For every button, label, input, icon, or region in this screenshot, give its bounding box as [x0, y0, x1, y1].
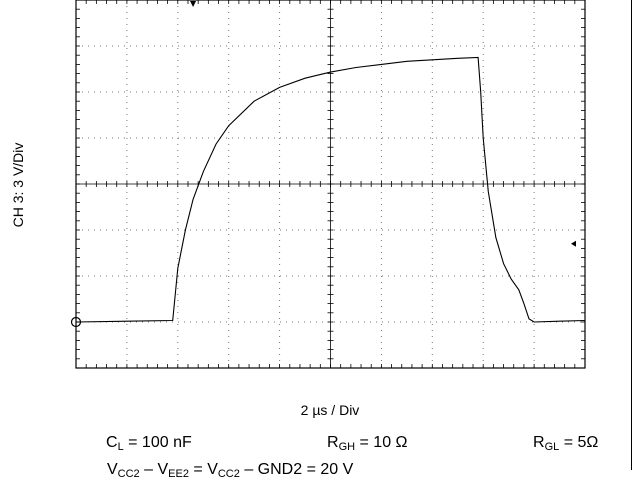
- supply-voltage-label: VCC2 – VEE2 = VCC2 – GND2 = 20 V: [107, 461, 354, 480]
- waveform-trace: [75, 56, 586, 323]
- oscilloscope-chart: [70, 0, 586, 369]
- gate-resistance-high-label: RGH = 10 Ω: [327, 434, 408, 453]
- plot-frame: [75, 0, 586, 369]
- trigger-position-marker: [190, 1, 197, 7]
- ground-level-marker: [70, 316, 82, 328]
- figure-right-border: [631, 0, 632, 470]
- x-axis-label: 2 µs / Div: [300, 402, 360, 418]
- load-capacitance-label: CL = 100 nF: [106, 434, 192, 453]
- grid: [76, 0, 585, 368]
- y-axis-label: CH 3: 3 V/Div: [10, 142, 26, 228]
- gate-resistance-low-label: RGL = 5Ω: [533, 434, 599, 453]
- trigger-level-marker: [571, 240, 576, 247]
